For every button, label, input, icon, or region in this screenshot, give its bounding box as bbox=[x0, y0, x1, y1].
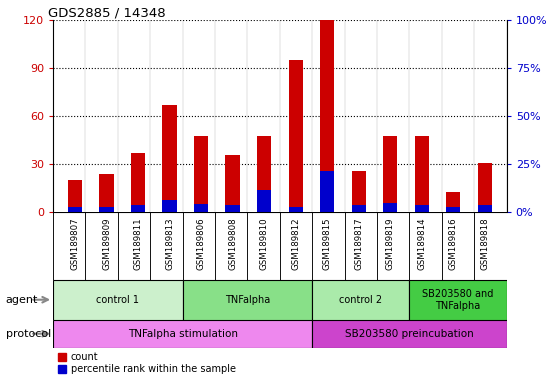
Text: GSM189812: GSM189812 bbox=[291, 218, 300, 270]
Text: control 1: control 1 bbox=[97, 295, 140, 305]
Text: GSM189819: GSM189819 bbox=[386, 218, 395, 270]
Bar bbox=[446, 207, 460, 212]
Bar bbox=[415, 205, 429, 212]
Bar bbox=[383, 203, 397, 212]
Bar bbox=[410, 280, 507, 320]
Text: GSM189810: GSM189810 bbox=[259, 218, 268, 270]
Text: TNFalpha: TNFalpha bbox=[225, 295, 270, 305]
Bar bbox=[415, 136, 429, 212]
Bar bbox=[312, 320, 507, 348]
Text: GSM189815: GSM189815 bbox=[323, 218, 331, 270]
Text: GSM189814: GSM189814 bbox=[417, 218, 426, 270]
Bar bbox=[446, 192, 460, 212]
Bar bbox=[478, 163, 492, 212]
Bar bbox=[194, 204, 208, 212]
Bar bbox=[352, 171, 365, 212]
Text: GSM189816: GSM189816 bbox=[449, 218, 458, 270]
Bar bbox=[68, 207, 82, 212]
Text: GSM189806: GSM189806 bbox=[196, 218, 205, 270]
Text: GSM189817: GSM189817 bbox=[354, 218, 363, 270]
Bar bbox=[383, 136, 397, 212]
Bar bbox=[257, 190, 271, 212]
Text: GDS2885 / 14348: GDS2885 / 14348 bbox=[49, 6, 166, 19]
Bar bbox=[320, 20, 334, 212]
Text: agent: agent bbox=[6, 295, 38, 305]
Bar bbox=[320, 171, 334, 212]
Bar bbox=[288, 60, 302, 212]
Bar bbox=[478, 205, 492, 212]
Bar bbox=[99, 174, 114, 212]
Bar bbox=[53, 320, 312, 348]
Text: GSM189807: GSM189807 bbox=[70, 218, 80, 270]
Text: SB203580 and
TNFalpha: SB203580 and TNFalpha bbox=[422, 289, 494, 311]
Bar bbox=[288, 207, 302, 212]
Text: protocol: protocol bbox=[6, 329, 51, 339]
Bar bbox=[162, 200, 177, 212]
Text: GSM189809: GSM189809 bbox=[102, 218, 111, 270]
Bar bbox=[225, 155, 240, 212]
Bar bbox=[131, 205, 145, 212]
Bar bbox=[312, 280, 410, 320]
Text: control 2: control 2 bbox=[339, 295, 382, 305]
Bar bbox=[352, 205, 365, 212]
Text: TNFalpha stimulation: TNFalpha stimulation bbox=[128, 329, 238, 339]
Bar bbox=[131, 153, 145, 212]
Text: GSM189811: GSM189811 bbox=[133, 218, 143, 270]
Bar bbox=[162, 105, 177, 212]
Bar bbox=[53, 280, 182, 320]
Text: GSM189808: GSM189808 bbox=[228, 218, 237, 270]
Text: GSM189818: GSM189818 bbox=[480, 218, 489, 270]
Bar bbox=[99, 207, 114, 212]
Legend: count, percentile rank within the sample: count, percentile rank within the sample bbox=[58, 353, 235, 374]
Text: GSM189813: GSM189813 bbox=[165, 218, 174, 270]
Bar bbox=[182, 280, 312, 320]
Bar bbox=[194, 136, 208, 212]
Bar bbox=[225, 205, 240, 212]
Text: SB203580 preincubation: SB203580 preincubation bbox=[345, 329, 474, 339]
Bar bbox=[68, 180, 82, 212]
Bar bbox=[257, 136, 271, 212]
